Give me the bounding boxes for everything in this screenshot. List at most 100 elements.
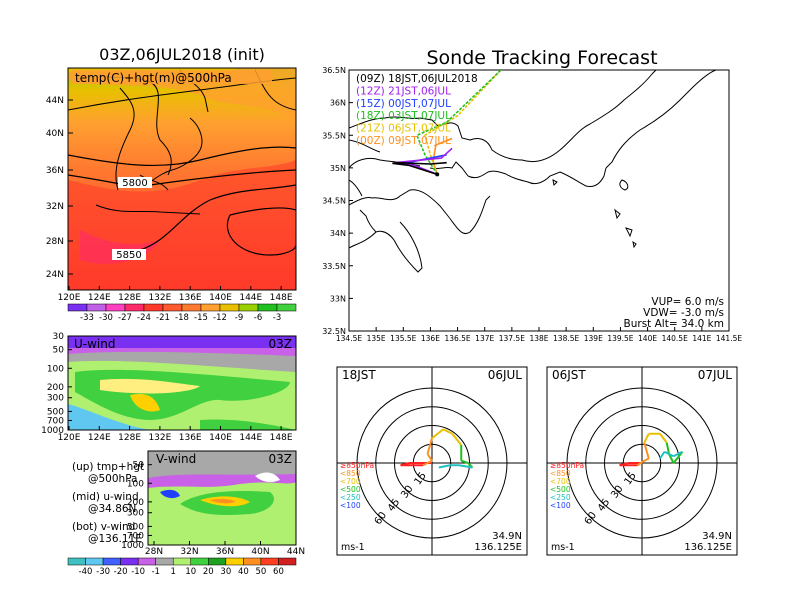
wind-colorbar-label: 50 [256,567,267,577]
uwind-p-tick-label: 1000 [41,426,64,436]
hodograph-trace-segment [460,459,469,464]
wind-colorbar-label: 60 [273,567,284,577]
main-colorbar-swatch [67,303,88,312]
hodograph-unit: ms-1 [341,542,365,553]
tracking-lon-tick-label: 135E [367,334,386,343]
tracking-title: Sonde Tracking Forecast [426,47,657,69]
main-lon-tick-label: 120E [58,293,81,303]
main-colorbar-swatch [238,303,259,312]
main-colorbar-swatch [124,303,145,312]
tracking-legend-entry: (21Z) 06JST,07JUL [356,123,451,135]
tracking-lon-tick-label: 137E [475,334,494,343]
note-bot-line1: (bot) v-wind [72,521,135,533]
hodograph-trace-segment [643,442,650,459]
main-lat-tick-label: 32N [46,202,64,212]
main-lat-ticks: 44N 40N 36N 32N 28N 24N [46,96,73,280]
uwind-lon-tick-label: 128E [118,433,141,443]
hodograph-lon: 136.125E [684,542,732,553]
main-colorbar-swatch [200,303,221,312]
tracking-lon-tick-label: 141.5E [716,334,742,343]
tracking-lon-tick-label: 138.5E [553,334,579,343]
main-colorbar-label: -30 [99,313,113,323]
wind-colorbar-label: 10 [185,567,196,577]
main-colorbar-label: -6 [254,313,262,323]
launch-point [435,172,440,177]
sonde-tracks [392,70,502,177]
main-colorbar-label: -33 [80,313,94,323]
note-bot-line2: @136.11E [88,533,142,545]
vwind-label: V-wind [156,452,196,466]
main-colorbar-label: -18 [175,313,189,323]
main-colorbar-swatch [219,303,240,312]
main-colorbar-label: -3 [273,313,281,323]
tracking-params: VUP= 6.0 m/s VDW= -3.0 m/s Burst Alt= 34… [624,296,724,330]
hodograph-level-label: ≥850hPa [550,461,584,470]
hodograph-trace-segment [458,464,473,469]
tracking-legend-entry: (00Z) 09JST,07JUL [356,135,451,147]
wind-colorbar-label: 30 [220,567,231,577]
vwind-lat-tick-label: 40N [251,547,269,557]
hodograph-level-label: ≥850hPa [340,461,374,470]
vwind-p-tick-label: 200 [127,498,144,508]
main-colorbar-label: -24 [137,313,151,323]
hodograph-trace-segment [673,450,683,458]
sonde-track-line [394,147,453,176]
wind-colorbar-swatch [67,557,86,566]
tracking-lon-tick-label: 134.5E [336,334,362,343]
main-lat-tick-label: 28N [46,237,64,247]
hodograph-level-label: <500 [550,485,571,494]
wind-colorbar-swatch [260,557,279,566]
hodograph-time: 18JST [342,368,376,382]
tracking-legend-entry: (12Z) 21JST,06JUL [356,85,451,97]
main-lon-ticks: 120E 124E 128E 132E 136E 140E 144E 148E [58,286,293,303]
uwind-time: 03Z [269,337,293,351]
tracking-lon-ticks: 134.5E 135E 135.5E 136E 136.5E 137E 137.5E 138E… [336,327,742,343]
tracking-lat-tick-label: 33.5N [322,262,346,271]
tracking-lon-tick-label: 137.5E [499,334,525,343]
tracking-lon-tick-label: 136.5E [444,334,470,343]
hodograph-trace-segment [672,451,684,464]
hodograph-level-label: <500 [340,485,361,494]
hodograph-trace-segment [643,457,650,462]
wind-colorbar-label: 20 [203,567,214,577]
vup-text: VUP= 6.0 m/s [651,296,724,308]
tracking-legend-entry: (15Z) 00JST,07JUL [356,98,451,110]
hodograph-trace-segment [659,433,668,444]
vdw-text: VDW= -3.0 m/s [643,307,724,319]
uwind-lon-tick-label: 132E [148,433,171,443]
hodograph-level-label: <700 [550,477,571,486]
vwind-p-tick-label: 300 [127,509,144,519]
temperature-field [68,68,296,290]
hodograph-trace-segment [442,428,453,435]
tracking-legend-entry: (18Z) 03JST,07JUL [356,110,451,122]
hodograph-trace-segment [636,459,645,467]
tracking-lat-tick-label: 35.5N [322,131,346,140]
hodograph-level-label: <100 [340,501,361,510]
wind-colorbar-swatch [102,557,121,566]
tracking-lon-tick-label: 135.5E [390,334,416,343]
main-lon-tick-label: 128E [118,293,141,303]
wind-colorbar-swatch [208,557,227,566]
main-colorbar-label: -15 [194,313,208,323]
tracking-lat-tick-label: 34N [330,229,346,238]
main-lat-tick-label: 40N [46,129,64,139]
wind-colorbar-swatch [278,557,297,566]
wind-colorbar-label: -30 [96,567,110,577]
hodograph-level-label: <850 [550,469,571,478]
vwind-p-tick-label: 1000 [121,541,144,551]
main-title: 03Z,06JUL2018 (init) [99,45,265,64]
main-colorbar-swatch [276,303,297,312]
main-lon-tick-label: 148E [270,293,293,303]
main-colorbar-swatch [105,303,126,312]
main-colorbar-swatch [143,303,164,312]
main-lon-tick-label: 132E [148,293,171,303]
hodograph-lon: 136.125E [474,542,522,553]
note-mid-line1: (mid) u-wind [72,491,139,503]
uwind-p-tick-label: 50 [53,346,65,356]
main-field-label: temp(C)+hgt(m)@500hPa [75,71,232,85]
contour-label-5800: 5800 [122,178,147,189]
note-mid-line2: @34.86N [88,503,136,515]
uwind-lon-tick-label: 144E [239,433,262,443]
